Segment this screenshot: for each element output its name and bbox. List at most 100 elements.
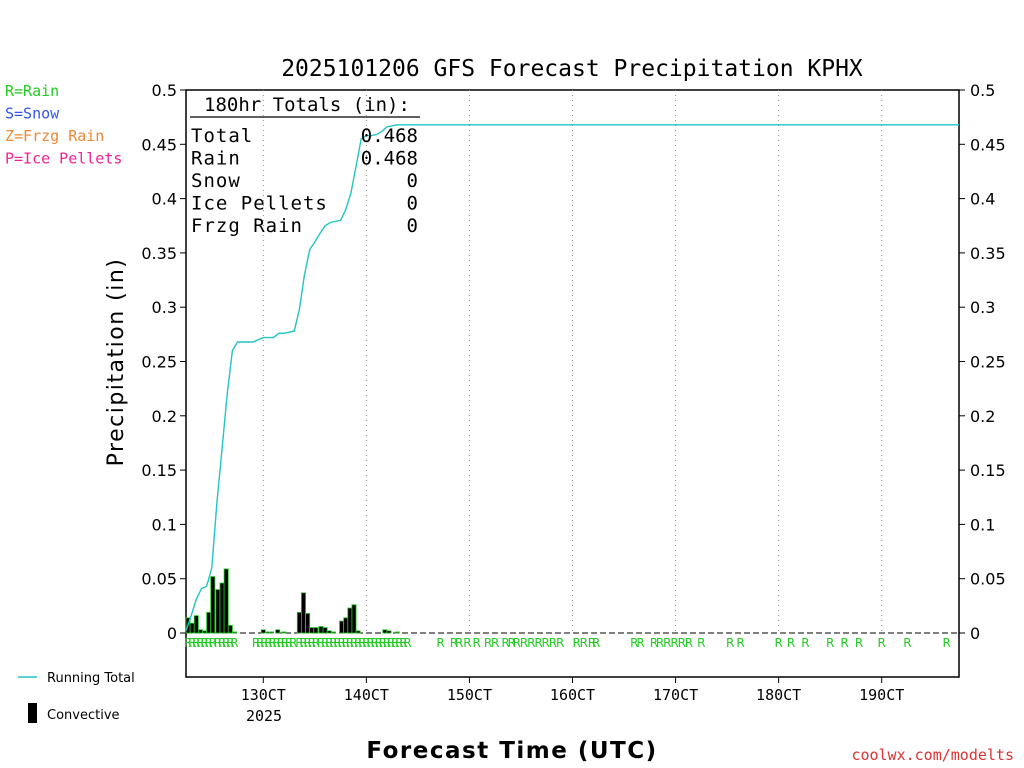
precip-bar xyxy=(228,625,232,633)
y-tick-label-right: 0.3 xyxy=(970,298,995,317)
convective-legend: Convective xyxy=(47,708,120,723)
precip-bar xyxy=(395,632,399,633)
precip-bar xyxy=(319,626,323,633)
precip-bar xyxy=(327,631,331,633)
precipitation-chart: 2025101206 GFS Forecast Precipitation KP… xyxy=(0,0,1024,768)
rain-marker: R xyxy=(787,636,795,650)
y-tick-label: 0.3 xyxy=(152,298,177,317)
y-axis-label: Precipitation (in) xyxy=(104,258,129,467)
totals-header: 180hr Totals (in): xyxy=(204,94,410,116)
precip-bar xyxy=(211,577,215,633)
x-gridlines xyxy=(263,90,881,633)
precip-bar xyxy=(344,618,348,633)
precip-bar xyxy=(323,628,327,633)
y-tick-label: 0.1 xyxy=(152,515,177,534)
precip-bar xyxy=(314,628,318,633)
totals-row-value: 0 xyxy=(407,170,418,192)
totals-row-label: Rain xyxy=(191,148,241,170)
totals-row-label: Snow xyxy=(191,170,241,192)
totals-row-value: 0 xyxy=(407,215,418,237)
precip-bar xyxy=(356,631,360,633)
precip-bar xyxy=(348,608,352,633)
rain-marker: R xyxy=(685,636,693,650)
ptype-legend: R=Rain S=Snow Z=Frzg Rain P=Ice Pellets xyxy=(5,82,122,168)
credit-text: coolwx.com/modelts xyxy=(851,746,1014,764)
rain-marker: R xyxy=(403,636,411,650)
y-tick-label-right: 0.5 xyxy=(970,81,995,100)
rain-marker: R xyxy=(840,636,848,650)
rain-marker: R xyxy=(878,636,886,650)
rain-marker: R xyxy=(472,636,480,650)
totals-row-value: 0.468 xyxy=(361,125,418,147)
rain-marker: R xyxy=(697,636,705,650)
totals-row-label: Total xyxy=(191,125,253,147)
precip-bar xyxy=(202,631,206,633)
precip-bar xyxy=(297,612,301,633)
rain-marker: R xyxy=(463,636,471,650)
precip-bar xyxy=(207,612,211,633)
rain-marker: R xyxy=(556,636,564,650)
precip-bar xyxy=(224,569,228,633)
rain-marker: R xyxy=(436,636,444,650)
rain-marker: R xyxy=(592,636,600,650)
y-tick-label: 0.5 xyxy=(152,81,177,100)
precip-bar xyxy=(306,613,310,633)
precip-bar xyxy=(265,632,269,633)
chart-title: 2025101206 GFS Forecast Precipitation KP… xyxy=(281,56,863,82)
rain-marker: R xyxy=(230,636,238,650)
series-legend: Running Total Convective xyxy=(18,671,135,723)
y-axis-left: 0 0.05 0.1 0.15 0.2 0.25 0.3 0.35 0.4 0.45 0.5 xyxy=(141,81,186,643)
year-label: 2025 xyxy=(246,707,282,725)
ptype-legend-item: R=Rain xyxy=(5,82,59,100)
precip-bar xyxy=(310,628,314,633)
y-tick-label-right: 0.15 xyxy=(970,461,1006,480)
y-tick-label-right: 0.45 xyxy=(970,135,1006,154)
x-tick-label: 130CT xyxy=(241,686,286,704)
rain-marker: R xyxy=(455,636,463,650)
x-tick-label: 180CT xyxy=(756,686,801,704)
precip-bar xyxy=(220,583,224,633)
ptype-legend-item: P=Ice Pellets xyxy=(5,150,122,168)
y-tick-label: 0.15 xyxy=(141,461,177,480)
precip-bar xyxy=(331,632,335,633)
rain-marker: R xyxy=(636,636,644,650)
plot-frame xyxy=(186,90,959,677)
ptype-legend-item: Z=Frzg Rain xyxy=(5,127,104,145)
rain-marker: R xyxy=(726,636,734,650)
ptype-legend-item: S=Snow xyxy=(5,105,60,123)
x-axis: 130CT 140CT 150CT 160CT 170CT 180CT 190CT xyxy=(241,677,905,704)
rain-marker: R xyxy=(491,636,499,650)
precip-bar xyxy=(383,630,387,633)
totals-row-value: 0 xyxy=(407,193,418,215)
y-tick-label: 0.4 xyxy=(152,190,177,209)
convective-swatch xyxy=(28,703,37,723)
rain-marker: R xyxy=(826,636,834,650)
rain-marker: R xyxy=(774,636,782,650)
precip-bar xyxy=(232,632,236,633)
y-tick-label-right: 0.2 xyxy=(970,407,995,426)
precip-bars xyxy=(186,569,399,633)
precip-bar xyxy=(198,630,202,633)
rain-marker: R xyxy=(855,636,863,650)
totals-box: 180hr Totals (in): Total 0.468 Rain 0.468 Sn… xyxy=(190,94,420,237)
totals-row-label: Ice Pellets xyxy=(191,193,328,215)
rain-marker: R xyxy=(903,636,911,650)
running-total-legend: Running Total xyxy=(47,671,135,686)
precip-bar xyxy=(261,630,265,633)
y-tick-label-right: 0.25 xyxy=(970,353,1006,372)
y-tick-label: 0 xyxy=(167,624,177,643)
totals-row-value: 0.468 xyxy=(361,148,418,170)
precip-bar xyxy=(301,593,305,633)
rain-marker: R xyxy=(801,636,809,650)
x-tick-label: 150CT xyxy=(447,686,492,704)
x-tick-label: 190CT xyxy=(859,686,904,704)
precip-bar xyxy=(269,632,273,633)
precip-bar xyxy=(340,621,344,633)
precip-bar xyxy=(190,623,194,633)
y-tick-label: 0.45 xyxy=(141,135,177,154)
y-tick-label-right: 0.4 xyxy=(970,190,995,209)
precip-bar xyxy=(216,590,220,633)
precip-bar xyxy=(352,605,356,633)
precip-bar xyxy=(387,631,391,633)
y-tick-label: 0.25 xyxy=(141,353,177,372)
